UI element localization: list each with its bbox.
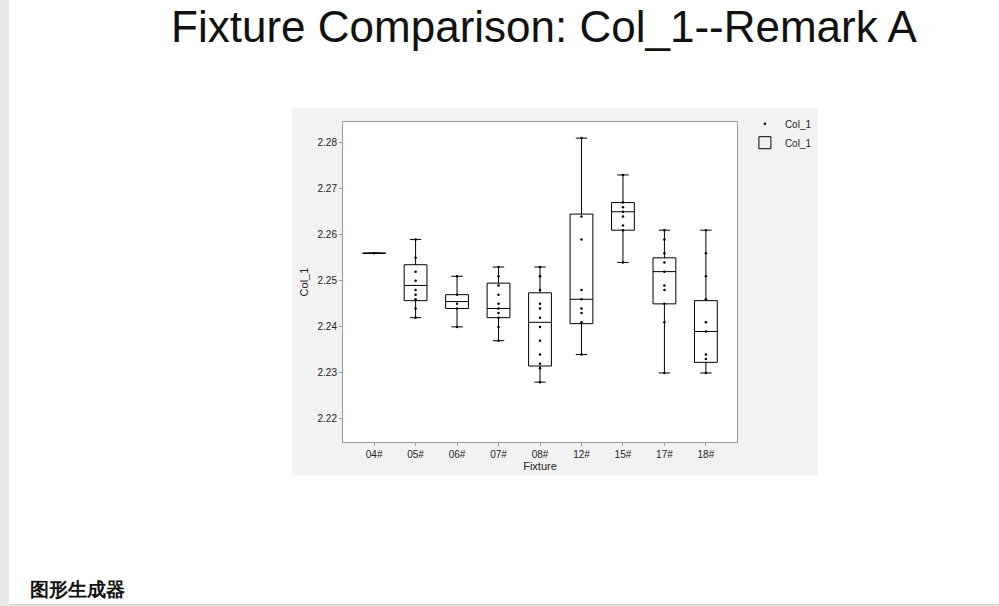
svg-text:04#: 04# [366,449,383,460]
svg-text:07#: 07# [490,449,507,460]
svg-text:Col_1: Col_1 [785,119,812,130]
svg-text:06#: 06# [449,449,466,460]
svg-text:2.22: 2.22 [318,413,338,424]
svg-text:15#: 15# [615,449,632,460]
html-text:图形生成器: 图形生成器 [30,578,125,600]
svg-text:2.25: 2.25 [318,275,338,286]
svg-text:2.28: 2.28 [318,137,338,148]
svg-text:2.27: 2.27 [318,183,338,194]
svg-text:05#: 05# [407,449,424,460]
svg-text:08#: 08# [532,449,549,460]
svg-text:2.24: 2.24 [318,321,338,332]
svg-text:2.26: 2.26 [318,229,338,240]
svg-text:2.23: 2.23 [318,367,338,378]
svg-text:Col_1: Col_1 [298,268,310,297]
svg-text:Col_1: Col_1 [785,138,812,149]
svg-text:12#: 12# [573,449,590,460]
svg-text:17#: 17# [656,449,673,460]
svg-text:18#: 18# [698,449,715,460]
svg-text:Fixture: Fixture [523,460,557,472]
html-text:Fixture Comparison: Col_1--Rem: Fixture Comparison: Col_1--Remark A [171,2,917,51]
